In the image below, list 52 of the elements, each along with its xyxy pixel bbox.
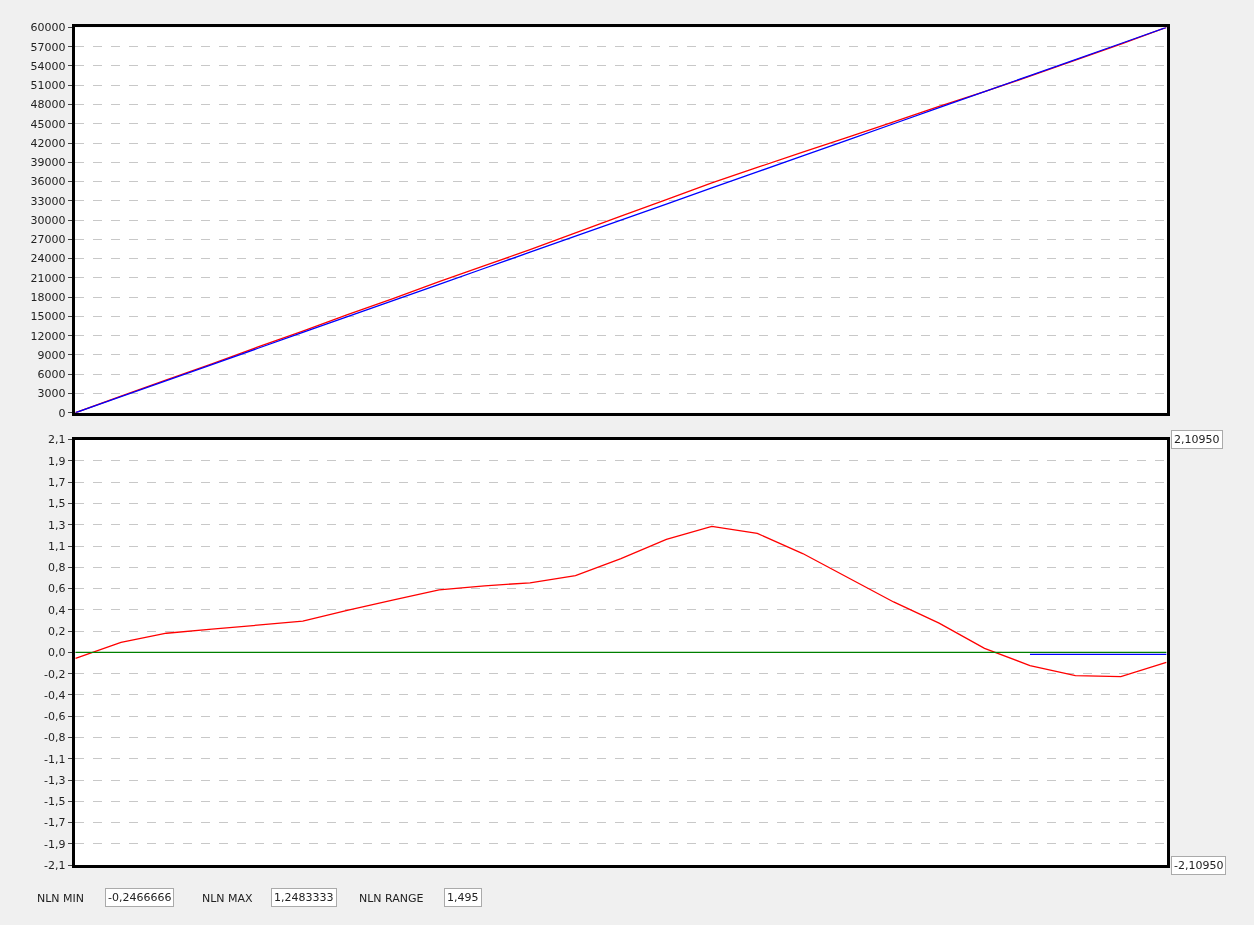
text: 2,10950 [1174, 433, 1220, 446]
y-tick-label: 2,1 [47, 433, 66, 447]
y-tick-label: 0 [58, 406, 66, 420]
y-tick-label: 15000 [30, 310, 66, 324]
y-tick-label: 6000 [37, 368, 66, 382]
y-tick-label: 0,4 [47, 603, 66, 617]
y-tick-label: 0,6 [47, 582, 66, 596]
text: -2,10950 [1174, 859, 1224, 872]
y-tick-label: -1,5 [43, 795, 66, 809]
y-tick-label: 24000 [30, 252, 66, 266]
y-tick-label: 12000 [30, 329, 66, 343]
y-tick-label: 1,9 [47, 454, 66, 468]
text: 1,495 [447, 891, 479, 904]
y-tick-label: 60000 [30, 21, 66, 35]
line-series [74, 27, 1167, 413]
y-tick-label: 0,0 [47, 646, 66, 660]
y-tick-label: -0,2 [43, 667, 66, 681]
y-tick-label: 0,2 [47, 624, 66, 638]
text: NLN MAX [202, 892, 254, 905]
y-tick-label: 33000 [30, 194, 66, 208]
y-tick-label: -0,8 [43, 731, 66, 745]
y-tick-label: 18000 [30, 290, 66, 304]
y-tick-label: 3000 [37, 387, 66, 401]
text: -0,2466666 [108, 891, 172, 904]
y-tick-label: 1,7 [47, 476, 66, 490]
y-tick-label: 9000 [37, 348, 66, 362]
y-tick-label: 54000 [30, 59, 66, 73]
y-tick-label: 45000 [30, 117, 66, 131]
line-series [74, 525, 1167, 678]
y-tick-label: 51000 [30, 79, 66, 93]
text: NLN RANGE [359, 892, 424, 905]
y-tick-label: 39000 [30, 156, 66, 170]
text: NLN MIN [37, 892, 85, 905]
y-tick-label: -1,7 [43, 816, 66, 830]
text: 1,2483333 [274, 891, 334, 904]
y-tick-label: 1,3 [47, 518, 66, 532]
y-tick-label: -1,3 [43, 773, 66, 787]
y-tick-label: 1,1 [47, 539, 66, 553]
y-tick-label: 27000 [30, 233, 66, 247]
y-tick-label: 42000 [30, 136, 66, 150]
y-tick-label: -1,1 [43, 752, 66, 766]
y-tick-label: 36000 [30, 175, 66, 189]
y-tick-label: -0,6 [43, 710, 66, 724]
y-tick-label: 0,8 [47, 561, 66, 575]
y-tick-label: -1,9 [43, 837, 66, 851]
y-tick-label: 21000 [30, 271, 66, 285]
y-tick-label: 1,5 [47, 497, 66, 511]
y-tick-label: 30000 [30, 213, 66, 227]
y-tick-label: 48000 [30, 98, 66, 112]
y-tick-label: -0,4 [43, 688, 66, 702]
y-tick-label: -2,1 [43, 859, 66, 873]
y-tick-label: 57000 [30, 40, 66, 54]
